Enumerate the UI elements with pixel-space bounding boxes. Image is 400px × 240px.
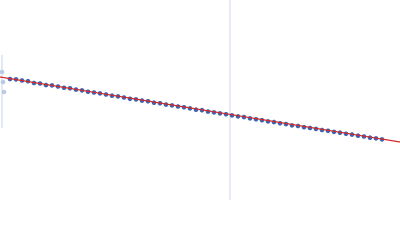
- point: [0, 69, 5, 75]
- fit-line: [0, 76, 400, 143]
- chart: [0, 0, 400, 200]
- point: [0, 79, 6, 85]
- point: [1, 89, 7, 95]
